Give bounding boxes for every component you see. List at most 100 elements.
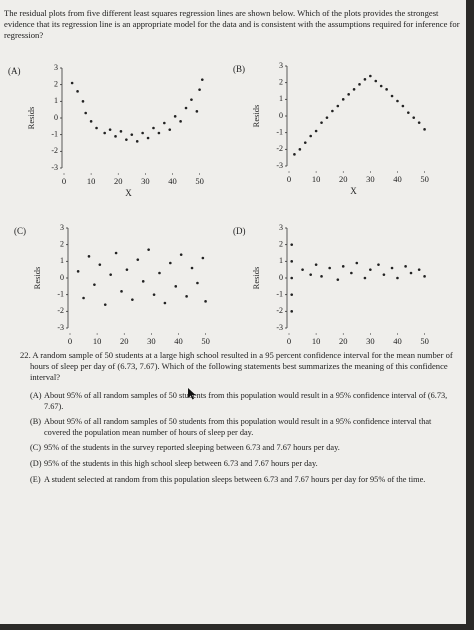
panel-label: (D) — [233, 226, 246, 236]
point — [114, 251, 118, 255]
point — [417, 121, 421, 124]
point — [328, 266, 331, 270]
point — [147, 248, 150, 251]
point — [179, 120, 182, 123]
y-tick-label: -1 — [276, 127, 283, 136]
option-letter: (B) — [30, 417, 42, 426]
point — [320, 275, 323, 278]
y-tick-label: 1 — [60, 256, 64, 265]
option-letter: (E) — [30, 475, 41, 484]
x-tick-label: 50 — [420, 336, 429, 345]
point — [84, 111, 87, 115]
point — [198, 88, 201, 91]
point — [320, 121, 323, 124]
point — [179, 253, 183, 256]
x-tick-label: 0 — [68, 336, 72, 345]
point — [409, 271, 413, 275]
x-tick-label: 30 — [147, 336, 156, 345]
point — [341, 98, 345, 101]
point — [423, 275, 426, 278]
point — [404, 265, 407, 268]
y-tick-label: 0 — [60, 273, 64, 282]
point — [114, 135, 117, 138]
point — [169, 261, 172, 265]
point — [417, 268, 421, 271]
point — [290, 260, 294, 263]
point — [103, 303, 107, 306]
point — [407, 111, 410, 114]
y-tick-label: 2 — [279, 239, 283, 248]
point — [93, 283, 96, 286]
y-tick-label: 1 — [54, 96, 58, 105]
point — [363, 78, 367, 81]
x-tick-label: 20 — [339, 174, 348, 184]
point — [314, 129, 318, 133]
point — [374, 79, 378, 83]
point — [350, 271, 353, 275]
x-axis-label: X — [350, 186, 357, 196]
point — [390, 94, 394, 98]
point — [347, 93, 350, 96]
option-letter: (D) — [30, 459, 42, 468]
option-text: A student selected at random from this p… — [44, 475, 426, 484]
point — [120, 290, 123, 293]
y-tick-label: -2 — [276, 306, 283, 315]
x-tick-label: 20 — [114, 176, 123, 186]
point — [152, 293, 156, 296]
x-tick-label: 40 — [174, 336, 183, 345]
question-22: 22. A random sample of 50 students at a … — [20, 350, 453, 382]
point — [331, 109, 334, 113]
x-tick-label: 10 — [312, 174, 321, 184]
point — [158, 271, 161, 275]
point — [130, 133, 134, 136]
point — [109, 273, 112, 276]
point — [119, 130, 123, 133]
point — [70, 81, 74, 85]
x-tick-label: 10 — [312, 336, 321, 345]
point — [369, 268, 372, 271]
x-tick-label: 20 — [339, 336, 348, 345]
point — [173, 115, 177, 118]
point — [293, 153, 296, 156]
y-tick-label: 3 — [279, 223, 283, 232]
x-tick-label: 30 — [141, 176, 150, 186]
point — [95, 126, 98, 130]
point — [390, 266, 394, 270]
y-axis-label: Resids — [32, 267, 42, 290]
option-letter: (C) — [30, 443, 42, 452]
x-tick-label: 50 — [420, 174, 429, 184]
point — [163, 121, 166, 125]
y-tick-label: -2 — [51, 146, 58, 155]
x-tick-label: 40 — [168, 176, 177, 186]
x-tick-label: 30 — [366, 336, 375, 345]
y-tick-label: -2 — [276, 144, 283, 153]
point — [369, 74, 372, 78]
point — [141, 280, 145, 283]
panel-label: (A) — [8, 66, 21, 76]
point — [190, 98, 193, 101]
y-axis-label: Resids — [251, 105, 261, 128]
x-tick-label: 0 — [287, 336, 291, 345]
x-tick-label: 40 — [393, 336, 402, 345]
point — [89, 120, 93, 123]
option-text: About 95% of all random samples of 50 st… — [44, 417, 432, 437]
point — [103, 131, 106, 135]
point — [341, 265, 345, 268]
panel-label: (B) — [233, 64, 245, 74]
point — [290, 243, 294, 246]
y-axis-label: Resids — [26, 107, 36, 130]
point — [298, 148, 302, 151]
option: (D) 95% of the students in this high scho… — [30, 458, 450, 469]
point — [196, 281, 199, 285]
y-tick-label: 0 — [54, 113, 58, 122]
point — [290, 310, 294, 313]
y-tick-label: 3 — [279, 61, 283, 70]
y-tick-label: 3 — [60, 223, 64, 232]
point — [152, 126, 155, 130]
option-text: About 95% of all random samples of 50 st… — [44, 391, 448, 411]
x-tick-label: 20 — [120, 336, 129, 345]
